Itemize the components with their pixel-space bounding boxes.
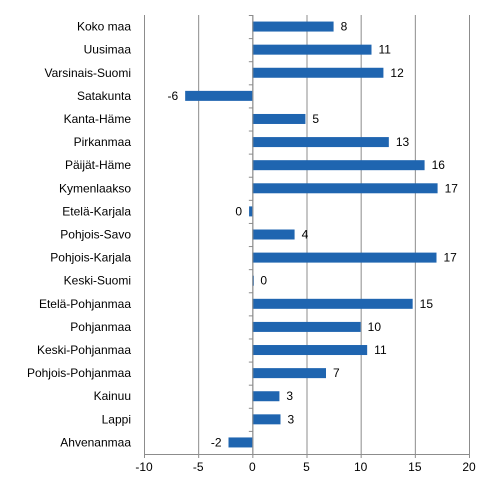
category-label: Pohjois-Pohjanmaa	[27, 366, 131, 380]
category-label: Lappi	[102, 412, 131, 426]
category-label: Etelä-Pohjanmaa	[39, 297, 131, 311]
bar	[228, 437, 253, 448]
category-label: Pirkanmaa	[74, 135, 132, 149]
bar	[252, 252, 437, 263]
data-label: 5	[312, 112, 319, 126]
data-label: 3	[288, 412, 295, 426]
category-label: Uusimaa	[84, 43, 132, 57]
category-label: Keski-Suomi	[64, 274, 131, 288]
category-label: Päijät-Häme	[65, 158, 131, 172]
category-label: Pohjanmaa	[70, 320, 131, 334]
data-label: 11	[379, 43, 392, 57]
x-tick-label: 15	[408, 460, 422, 474]
category-label: Pohjois-Savo	[60, 228, 131, 242]
data-label: 7	[333, 366, 340, 380]
data-label: -2	[211, 435, 222, 449]
bar	[252, 391, 280, 402]
bar	[185, 90, 253, 101]
data-label: 0	[260, 274, 267, 288]
x-tick-label: -10	[135, 460, 153, 474]
x-tick-label: 10	[354, 460, 368, 474]
data-label: 12	[390, 66, 404, 80]
bar	[252, 44, 372, 55]
x-tick-label: -5	[193, 460, 204, 474]
bar	[252, 113, 306, 124]
category-label: Varsinais-Suomi	[45, 66, 131, 80]
category-label: Satakunta	[77, 89, 131, 103]
data-labels: 8 11 12 -6 5 13 16 17 0 4 17 0 15 10 11 7 3 3 -2	[167, 20, 458, 450]
data-label: 10	[368, 320, 382, 334]
data-label: 15	[420, 297, 434, 311]
x-tick-label: 5	[303, 460, 310, 474]
data-label: -6	[167, 89, 178, 103]
data-label: 4	[302, 228, 309, 242]
data-label: 13	[396, 135, 410, 149]
x-tick-labels: -10 -5 0 5 10 15 20	[135, 460, 476, 474]
data-label: 0	[235, 204, 242, 218]
data-label: 17	[445, 181, 459, 195]
x-tick-label: 0	[249, 460, 256, 474]
data-label: 17	[444, 251, 458, 265]
category-label: Kainuu	[94, 389, 131, 403]
category-label: Kanta-Häme	[64, 112, 132, 126]
bar	[252, 67, 384, 78]
bar	[252, 160, 425, 171]
bar	[252, 414, 281, 425]
bar	[252, 137, 389, 148]
bar	[249, 206, 253, 217]
bar	[252, 321, 361, 332]
data-label: 16	[432, 158, 446, 172]
bar	[252, 345, 368, 356]
x-tick-label: 20	[462, 460, 476, 474]
category-label: Pohjois-Karjala	[50, 251, 131, 265]
bar	[252, 229, 295, 240]
data-label: 8	[341, 20, 348, 34]
bars	[185, 21, 438, 448]
bar	[252, 183, 438, 194]
bar	[252, 298, 413, 309]
category-labels: Koko maa Uusimaa Varsinais-Suomi Satakunta K…	[27, 20, 131, 450]
category-label: Ahvenanmaa	[60, 435, 131, 449]
category-label: Kymenlaakso	[59, 181, 131, 195]
bar	[252, 368, 326, 379]
data-label: 3	[286, 389, 293, 403]
category-label: Etelä-Karjala	[62, 204, 131, 218]
category-label: Koko maa	[77, 20, 131, 34]
category-label: Keski-Pohjanmaa	[37, 343, 131, 357]
data-label: 11	[374, 343, 387, 357]
bar	[252, 21, 334, 32]
axes	[144, 15, 470, 458]
